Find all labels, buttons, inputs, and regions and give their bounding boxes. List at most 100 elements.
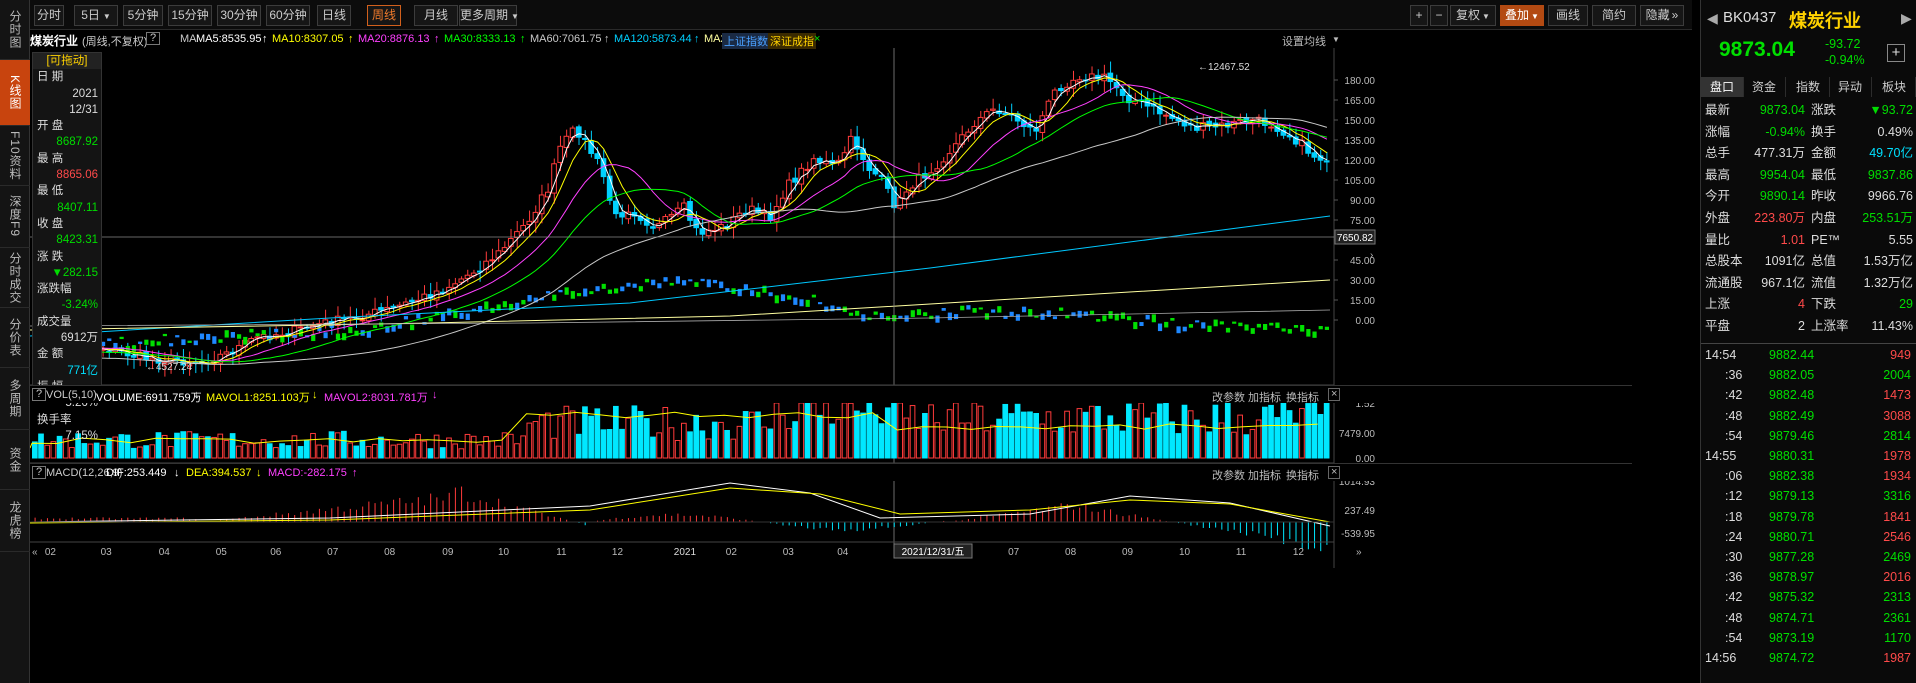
volume-bar <box>384 439 390 459</box>
left-tab-5[interactable]: 分价表 <box>0 308 30 368</box>
period-button-1[interactable]: 5日 ▼ <box>74 5 118 26</box>
candle <box>1033 128 1039 132</box>
overlay-candle <box>929 315 934 320</box>
tick-price: 9873.19 <box>1769 630 1815 645</box>
left-tab-1[interactable]: K线图 <box>0 60 30 126</box>
left-tab-8[interactable]: 龙虎榜 <box>0 490 30 552</box>
info-drag-label[interactable]: [可拖动] <box>33 53 101 70</box>
left-tab-7[interactable]: 资金 <box>0 430 30 490</box>
period-button-7[interactable]: 周线 <box>367 5 401 26</box>
tag-shenzhen-index[interactable]: 深证成指 <box>768 33 816 49</box>
toolbar-right-2[interactable]: 画线 <box>1548 5 1588 26</box>
period-button-6[interactable]: 日线 <box>317 5 351 26</box>
period-button-8[interactable]: 月线 <box>414 5 458 26</box>
volume-bar <box>606 429 613 459</box>
arrow-down-icon: ↓ <box>174 467 180 479</box>
period-button-2[interactable]: 5分钟 <box>123 5 163 26</box>
left-tab-3[interactable]: 深度F9 <box>0 186 30 248</box>
indicator-action-0[interactable]: 改参数 <box>1212 392 1245 404</box>
quote-row: 总手 477.31万 金额 49.70亿 <box>1701 143 1916 165</box>
quote-tab-2[interactable]: 指数 <box>1787 77 1830 97</box>
toolbar-right-label: 叠加 <box>1505 8 1530 22</box>
period-button-5[interactable]: 60分钟 <box>266 5 310 26</box>
help-icon[interactable]: ? <box>146 32 161 45</box>
chevron-down-icon: ▼ <box>511 12 519 21</box>
ma-settings-button[interactable]: 设置均线 <box>1282 36 1326 48</box>
overlay-candle <box>1102 315 1107 322</box>
overlay-candle <box>799 299 804 307</box>
toolbar-right-4[interactable]: 隐藏» <box>1640 5 1684 26</box>
overlay-candle <box>997 306 1002 313</box>
volume-bar <box>952 402 959 459</box>
help-icon[interactable]: ? <box>32 388 47 401</box>
expand-right-icon[interactable]: › <box>1370 250 1373 261</box>
toolbar-right-3[interactable]: 简约 <box>1592 5 1636 26</box>
scroll-left-icon[interactable]: « <box>32 547 38 558</box>
left-tab-0[interactable]: 分时图 <box>0 0 30 60</box>
info-value: 8687.92 <box>56 136 98 149</box>
overlay-candle <box>657 283 662 289</box>
help-icon[interactable]: ? <box>32 466 47 479</box>
overlay-candle <box>1015 314 1020 321</box>
quote-tab-1[interactable]: 资金 <box>1743 77 1786 97</box>
volume-bar <box>711 421 718 459</box>
indicator-action-1[interactable]: 加指标 <box>1248 392 1281 404</box>
tick-time: :42 <box>1725 388 1743 403</box>
volume-bar <box>742 411 749 459</box>
volume-bar <box>699 430 706 459</box>
overlay-candle <box>1028 309 1033 317</box>
overlay-candle <box>984 313 990 320</box>
back-arrow-icon[interactable]: ◀ <box>1707 10 1718 26</box>
scroll-right-icon[interactable]: » <box>1356 547 1362 558</box>
overlay-candle <box>1120 312 1126 319</box>
volume-bar <box>75 433 81 459</box>
candle <box>507 238 514 247</box>
volume-bar <box>32 441 38 459</box>
volume-bar <box>378 436 384 459</box>
quote-tab-0[interactable]: 盘口 <box>1701 77 1744 97</box>
overlay-candle <box>1170 317 1175 321</box>
period-button-4[interactable]: 30分钟 <box>217 5 261 26</box>
period-button-3[interactable]: 15分钟 <box>168 5 212 26</box>
kline-chart[interactable]: 180.00165.00150.00135.00120.00105.0090.0… <box>30 48 1692 683</box>
info-box[interactable]: [可拖动] 日 期 2021 12/31 开 盘 8687.92 最 高 8865.06 最 低… <box>32 52 102 442</box>
volume-bar <box>99 444 106 459</box>
overlay-candle <box>212 336 217 344</box>
forward-arrow-icon[interactable]: ▶ <box>1901 10 1912 26</box>
volume-bar <box>229 433 236 459</box>
indicator-action-0[interactable]: 改参数 <box>1212 470 1245 482</box>
quote-value: 0.49% <box>1877 124 1913 139</box>
overlay-candle <box>780 294 786 302</box>
close-icon[interactable]: × <box>1328 466 1341 479</box>
volume-bar <box>44 444 51 459</box>
add-watchlist-button[interactable]: + <box>1887 44 1905 62</box>
period-button-9[interactable]: 更多周期 ▼ <box>459 5 519 26</box>
period-label: 日线 <box>321 8 346 22</box>
toolbar-right-0[interactable]: 复权 ▼ <box>1450 5 1496 26</box>
indicator-action-1[interactable]: 加指标 <box>1248 470 1281 482</box>
overlay-candle <box>638 286 643 292</box>
indicator-action-2[interactable]: 换指标 <box>1286 470 1319 482</box>
tag-shanghai-index[interactable]: 上证指数 <box>722 33 770 49</box>
minus-button[interactable]: − <box>1430 5 1448 26</box>
price-tick: 105.00 <box>1344 176 1375 187</box>
overlay-candle <box>589 291 594 295</box>
volume-bar <box>619 428 625 459</box>
indicator-action-2[interactable]: 换指标 <box>1286 392 1319 404</box>
left-tab-2[interactable]: F10资料 <box>0 126 30 186</box>
tick-row: :30 9877.28 2469 <box>1701 547 1916 567</box>
quote-tab-4[interactable]: 板块 <box>1873 77 1916 97</box>
price-tick: 135.00 <box>1344 136 1375 147</box>
quote-tab-3[interactable]: 异动 <box>1829 77 1872 97</box>
volume-bar <box>285 445 292 459</box>
tick-time: :24 <box>1725 529 1743 544</box>
left-tab-6[interactable]: 多周期 <box>0 368 30 430</box>
left-tab-4[interactable]: 分时成交 <box>0 248 30 308</box>
plus-button[interactable]: + <box>1410 5 1428 26</box>
close-icon[interactable]: × <box>1328 388 1341 401</box>
toolbar-right-1[interactable]: 叠加 ▼ <box>1500 5 1544 26</box>
close-icon[interactable]: × <box>814 33 821 45</box>
candle <box>934 168 941 172</box>
quote-value: -0.94% <box>1765 124 1805 139</box>
period-button-0[interactable]: 分时 <box>34 5 64 26</box>
